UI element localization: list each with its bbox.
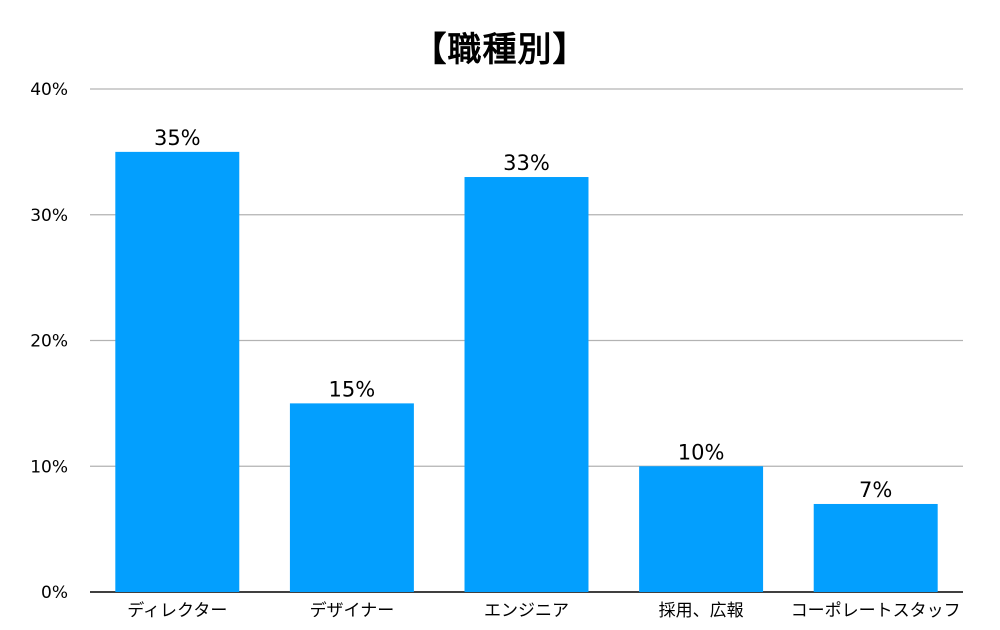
- x-category-label: エンジニア: [484, 601, 569, 621]
- x-category-label: ディレクター: [127, 600, 227, 621]
- y-tick-label: 30%: [30, 206, 68, 226]
- y-tick-label: 40%: [30, 80, 68, 100]
- data-label: 33%: [503, 151, 550, 175]
- x-category-label: デザイナー: [310, 600, 395, 621]
- x-category-label: コーポレートスタッフ: [791, 601, 961, 621]
- y-tick-label: 0%: [41, 583, 68, 603]
- data-label: 7%: [859, 478, 892, 502]
- data-label: 15%: [329, 377, 376, 401]
- data-label: 10%: [678, 440, 725, 464]
- bar: [289, 403, 414, 592]
- y-tick-label: 10%: [30, 457, 68, 477]
- x-category-label: 採用、広報: [659, 601, 744, 621]
- chart-title: 【職種別】: [412, 30, 588, 70]
- y-tick-label: 20%: [30, 332, 68, 352]
- bar: [115, 151, 240, 592]
- data-label: 35%: [154, 126, 201, 150]
- labels: 0% 10% 20% 30% 40% 35% ディレクター 15% デザイナー 33% エンジニア 1…: [30, 80, 960, 621]
- bar: [813, 503, 938, 592]
- bars: [115, 151, 938, 592]
- bar: [639, 466, 764, 592]
- bar: [464, 177, 589, 592]
